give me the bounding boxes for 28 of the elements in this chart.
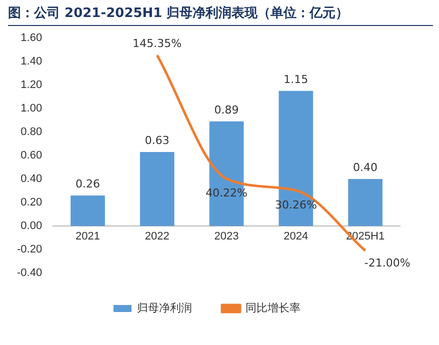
data-label: 0.89 xyxy=(214,103,239,116)
y-tick-label: 0.20 xyxy=(20,196,42,209)
data-label: 0.26 xyxy=(76,177,100,190)
data-label: 145.35% xyxy=(132,37,182,50)
bar xyxy=(70,195,105,226)
data-label: 1.15 xyxy=(284,72,308,86)
legend-label: 归母净利润 xyxy=(137,302,192,315)
y-tick-label: 1.40 xyxy=(20,56,42,68)
y-tick-label: 1.00 xyxy=(20,102,42,115)
x-tick-label: 2022 xyxy=(144,230,170,243)
y-tick-label: 1.60 xyxy=(20,32,42,44)
y-tick-label: -0.20 xyxy=(16,244,42,256)
x-tick-label: 2024 xyxy=(284,230,308,243)
x-tick-label: 2023 xyxy=(214,230,239,243)
chart-title: 图：公司 2021-2025H1 归母净利润表现（单位：亿元） xyxy=(8,4,433,26)
y-tick-label: 0.60 xyxy=(20,150,42,162)
y-tick-label: 1.20 xyxy=(20,79,42,92)
y-tick-label: -0.40 xyxy=(16,267,42,280)
data-label: 0.63 xyxy=(144,134,170,147)
data-label: -21.00% xyxy=(364,256,410,270)
y-tick-label: 0.00 xyxy=(20,220,42,232)
legend-label: 同比增长率 xyxy=(246,302,300,315)
data-label: 0.40 xyxy=(353,161,378,174)
y-tick-label: 0.40 xyxy=(20,173,42,186)
bar xyxy=(348,179,382,226)
y-tick-label: 0.80 xyxy=(20,126,42,138)
bar xyxy=(140,152,174,226)
x-tick-label: 2021 xyxy=(76,230,100,243)
